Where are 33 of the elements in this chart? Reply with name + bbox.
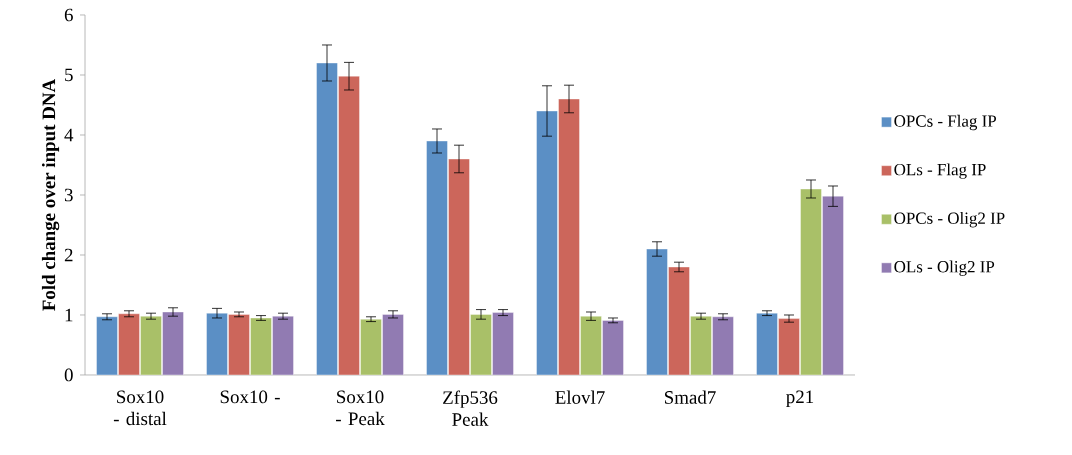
bar xyxy=(668,266,690,375)
bar xyxy=(228,314,250,375)
x-tick-label: Smad7 xyxy=(664,390,716,404)
legend-label: OPCs - Olig2 IP xyxy=(894,211,1005,228)
y-tick-label: 5 xyxy=(65,68,73,82)
bar xyxy=(272,315,294,375)
y-tick-label: 3 xyxy=(64,188,73,202)
bar xyxy=(822,195,844,375)
x-tick-label: Elovl7 xyxy=(555,390,605,404)
x-tick-label: Sox10 - Peak xyxy=(336,390,385,426)
x-tick-label: Sox10 - xyxy=(220,390,280,404)
bar xyxy=(778,318,800,375)
bar xyxy=(712,316,734,375)
bar xyxy=(118,313,140,375)
x-tick-label: p21 xyxy=(786,390,814,408)
y-tick-label: 4 xyxy=(64,128,74,142)
x-tick-label: Zfp536 Peak xyxy=(443,390,498,426)
y-tick-label: 1 xyxy=(65,308,73,322)
bar xyxy=(602,320,624,375)
bar xyxy=(338,75,360,375)
legend-label: OLs - Flag IP xyxy=(894,163,986,179)
y-tick-label: 0 xyxy=(64,368,73,382)
y-tick-label: 2 xyxy=(64,248,73,262)
bar xyxy=(492,312,514,375)
bar xyxy=(382,314,404,375)
bar xyxy=(558,98,580,375)
legend-label: OLs - Olig2 IP xyxy=(894,260,995,276)
x-tick-label: Sox10 - distal xyxy=(113,390,167,426)
bar xyxy=(162,311,184,375)
bar xyxy=(448,158,470,375)
y-axis-title: Fold change over input DNA xyxy=(41,78,60,311)
y-tick-label: 6 xyxy=(64,8,73,22)
legend-label: OPCs - Flag IP xyxy=(894,114,997,131)
